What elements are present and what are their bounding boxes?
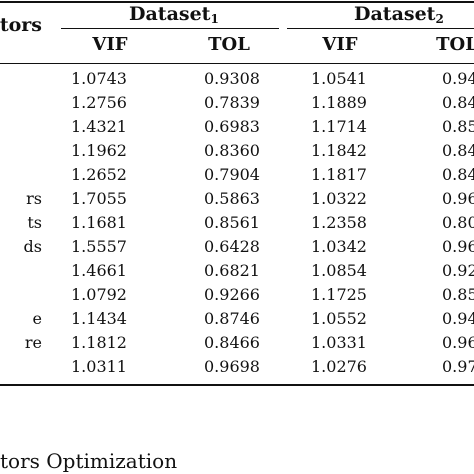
cell-vif-2: 1.1889 (311, 93, 367, 112)
col-header-tol-1: TOL (208, 34, 250, 55)
cell-vif-1: 1.2756 (71, 93, 127, 112)
cell-vif-1: 1.4661 (71, 261, 127, 280)
cell-tol-2: 0.948 (442, 69, 474, 88)
col-header-vif-2: VIF (322, 34, 358, 55)
group-header-dataset1: Dataset1 (129, 3, 219, 30)
cell-tol-1: 0.9266 (204, 285, 260, 304)
row-label: re (24, 333, 42, 352)
cell-tol-1: 0.8360 (204, 141, 260, 160)
cell-tol-1: 0.6821 (204, 261, 260, 280)
col-header-tol-2: TOL (436, 34, 474, 55)
cell-vif-2: 1.0331 (311, 333, 367, 352)
cell-tol-1: 0.8466 (204, 333, 260, 352)
table-row: 1.0311 0.9698 1.0276 0.973 (0, 355, 474, 379)
table-row: e 1.1434 0.8746 1.0552 0.947 (0, 307, 474, 331)
cell-vif-1: 1.0743 (71, 69, 127, 88)
cell-vif-2: 1.1714 (311, 117, 367, 136)
cell-vif-2: 1.1725 (311, 285, 367, 304)
cell-tol-1: 0.6428 (204, 237, 260, 256)
cell-tol-2: 0.921 (442, 261, 474, 280)
cell-tol-2: 0.844 (442, 141, 474, 160)
table-row: ts 1.1681 0.8561 1.2358 0.809 (0, 211, 474, 235)
cell-tol-2: 0.968 (442, 333, 474, 352)
cell-vif-1: 1.5557 (71, 237, 127, 256)
cell-vif-1: 1.1681 (71, 213, 127, 232)
cell-tol-2: 0.846 (442, 165, 474, 184)
cell-tol-2: 0.852 (442, 285, 474, 304)
group-rule-dataset2 (287, 28, 474, 29)
group-header-dataset2-sub: 2 (435, 12, 444, 26)
group-header-dataset1-name: Dataset (129, 3, 211, 25)
cell-vif-2: 1.2358 (311, 213, 367, 232)
table-row: 1.2652 0.7904 1.1817 0.846 (0, 163, 474, 187)
group-rule-dataset1 (61, 28, 279, 29)
cell-vif-1: 1.1962 (71, 141, 127, 160)
row-label: e (32, 309, 42, 328)
cell-tol-2: 0.973 (442, 357, 474, 376)
cell-tol-2: 0.966 (442, 237, 474, 256)
table-row: 1.1962 0.8360 1.1842 0.844 (0, 139, 474, 163)
table-row: 1.2756 0.7839 1.1889 0.841 (0, 91, 474, 115)
cell-tol-2: 0.968 (442, 189, 474, 208)
table-row: ds 1.5557 0.6428 1.0342 0.966 (0, 235, 474, 259)
cell-tol-1: 0.9698 (204, 357, 260, 376)
cell-vif-2: 1.1842 (311, 141, 367, 160)
cell-vif-2: 1.0342 (311, 237, 367, 256)
cell-vif-2: 1.0541 (311, 69, 367, 88)
cell-tol-2: 0.853 (442, 117, 474, 136)
col-header-vif-1: VIF (92, 34, 128, 55)
cell-vif-2: 1.0322 (311, 189, 367, 208)
cell-tol-2: 0.809 (442, 213, 474, 232)
cell-vif-2: 1.0552 (311, 309, 367, 328)
table-top-rule (0, 1, 474, 3)
cell-vif-2: 1.0276 (311, 357, 367, 376)
cell-tol-1: 0.5863 (204, 189, 260, 208)
cell-tol-1: 0.8561 (204, 213, 260, 232)
cell-tol-1: 0.7904 (204, 165, 260, 184)
group-header-dataset2-name: Dataset (354, 3, 436, 25)
cell-tol-1: 0.7839 (204, 93, 260, 112)
cell-tol-1: 0.6983 (204, 117, 260, 136)
header-bottom-rule (0, 63, 474, 64)
table-row: rs 1.7055 0.5863 1.0322 0.968 (0, 187, 474, 211)
cell-vif-1: 1.4321 (71, 117, 127, 136)
cell-tol-1: 0.9308 (204, 69, 260, 88)
cell-vif-1: 1.0311 (71, 357, 127, 376)
table-row: 1.0792 0.9266 1.1725 0.852 (0, 283, 474, 307)
table-caption: tors Optimization (0, 449, 178, 473)
cell-vif-2: 1.0854 (311, 261, 367, 280)
row-label: ts (27, 213, 42, 232)
table-row: re 1.1812 0.8466 1.0331 0.968 (0, 331, 474, 355)
table-row: 1.4661 0.6821 1.0854 0.921 (0, 259, 474, 283)
row-label: rs (26, 189, 42, 208)
cell-tol-2: 0.841 (442, 93, 474, 112)
stub-header: tors (0, 14, 42, 36)
group-header-dataset2: Dataset2 (354, 3, 444, 30)
cell-tol-1: 0.8746 (204, 309, 260, 328)
cell-vif-1: 1.0792 (71, 285, 127, 304)
table-bottom-rule (0, 384, 474, 386)
table-row: 1.0743 0.9308 1.0541 0.948 (0, 67, 474, 91)
cell-vif-1: 1.7055 (71, 189, 127, 208)
row-label: ds (23, 237, 42, 256)
group-header-dataset1-sub: 1 (210, 12, 219, 26)
table-row: 1.4321 0.6983 1.1714 0.853 (0, 115, 474, 139)
cell-vif-2: 1.1817 (311, 165, 367, 184)
cell-vif-1: 1.1434 (71, 309, 127, 328)
cell-tol-2: 0.947 (442, 309, 474, 328)
cell-vif-1: 1.1812 (71, 333, 127, 352)
cell-vif-1: 1.2652 (71, 165, 127, 184)
